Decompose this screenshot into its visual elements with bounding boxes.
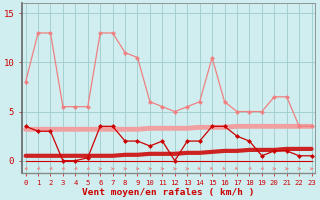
X-axis label: Vent moyen/en rafales ( km/h ): Vent moyen/en rafales ( km/h ) <box>82 188 255 197</box>
